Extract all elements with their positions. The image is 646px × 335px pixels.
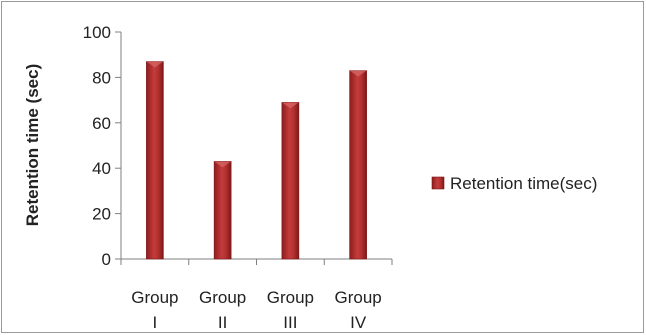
bar-group-i [146,61,164,260]
x-axis [120,258,393,265]
legend-swatch [431,176,445,190]
x-category-label: Group II [199,288,246,332]
legend: Retention time(sec) [431,174,597,193]
legend-label: Retention time(sec) [450,174,597,193]
bar-group-ii [213,161,232,260]
x-category-label-line: IV [350,313,367,332]
y-tick-label: 60 [92,114,111,133]
y-tick-label: 100 [83,23,111,42]
x-category-label-line: Group [335,288,382,307]
y-axis: 0 20 40 60 80 100 [83,23,122,269]
x-category-label: Group I [131,288,178,332]
y-axis-title: Retention time (sec) [23,64,42,226]
x-category-label-line: III [283,313,297,332]
bar-top-bevel [146,61,164,68]
bars [146,61,367,260]
x-category-label: Group IV [335,288,382,332]
x-category-label-line: Group [131,288,178,307]
bar-top-bevel [281,102,299,109]
bar-group-iv [349,70,367,260]
category-labels: Group I Group II Group III Group IV [131,288,382,332]
x-category-label-line: Group [267,288,314,307]
bar-group-iii [281,102,300,260]
x-category-label-line: II [218,313,227,332]
x-category-label-line: Group [199,288,246,307]
y-tick-label: 0 [102,250,111,269]
x-category-label: Group III [267,288,314,332]
bar-top-bevel [349,70,367,77]
x-category-label-line: I [153,313,158,332]
y-tick-label: 80 [92,68,111,87]
y-tick-label: 40 [92,159,111,178]
bar-top-bevel [214,161,232,168]
y-tick-label: 20 [92,205,111,224]
